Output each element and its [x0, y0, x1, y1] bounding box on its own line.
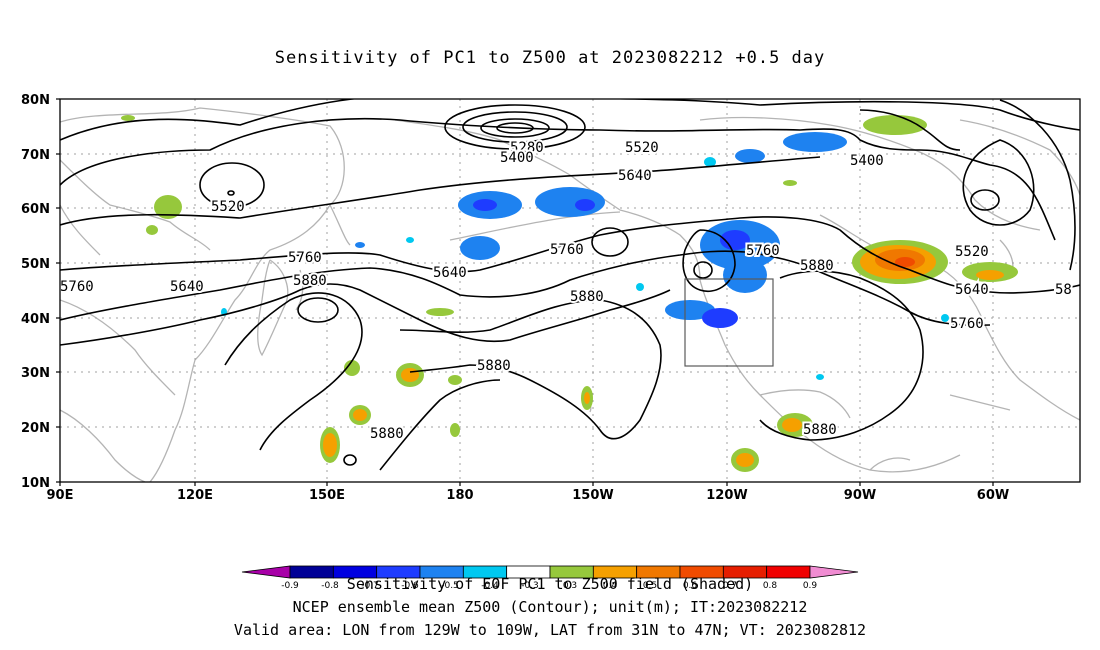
- colorbar-tick-label: -0.4: [481, 581, 499, 591]
- contour-label: 5760: [950, 316, 984, 332]
- contour-label: 5760: [746, 243, 780, 259]
- contour-label: 5760: [288, 250, 322, 266]
- colorbar-tick-label: 0.6: [683, 581, 698, 591]
- contour-label: 5280: [510, 140, 544, 156]
- graticule: [60, 99, 1080, 482]
- axis-ticks: [56, 98, 994, 486]
- lat-label: 50N: [21, 257, 50, 272]
- contour-label: 5640: [170, 279, 204, 295]
- contour-label: 5520: [625, 140, 659, 156]
- map-area: 5280 5400 5520 5400 5520 5640 5760 5880 …: [60, 99, 1080, 482]
- colorbar-tick-label: -0.8: [321, 581, 339, 591]
- footer-line-3: Valid area: LON from 129W to 109W, LAT f…: [233, 621, 867, 639]
- colorbar-tick-label: 0.7: [723, 581, 737, 591]
- lon-label: 180: [446, 488, 473, 503]
- latitude-labels: 80N 70N 60N 50N 40N 30N 20N 10N: [21, 93, 50, 491]
- colorbar-tick-label: -0.5: [441, 581, 459, 591]
- lon-label: 60W: [977, 488, 1009, 503]
- lon-label: 120W: [706, 488, 747, 503]
- lat-label: 80N: [21, 93, 50, 108]
- colorbar-tick-label: -0.3: [521, 581, 539, 591]
- lon-label: 150W: [572, 488, 613, 503]
- lat-label: 70N: [21, 148, 50, 163]
- z500-contours: [60, 99, 1080, 471]
- footer-line-1: Sensitivity of EOF PC1 to Z500 field (Sh…: [346, 575, 754, 593]
- footer-line-2: NCEP ensemble mean Z500 (Contour); unit(…: [292, 598, 808, 616]
- lat-label: 40N: [21, 312, 50, 327]
- lon-label: 120E: [177, 488, 213, 503]
- map-title: Sensitivity of PC1 to Z500 at 2023082212…: [274, 48, 826, 68]
- contour-label: 5880: [293, 273, 327, 289]
- colorbar-tick-label: 0.9: [803, 581, 818, 591]
- contour-label: 5640: [955, 282, 989, 298]
- contour-label: 5760: [60, 279, 94, 295]
- colorbar-right-arrow: [809, 565, 859, 579]
- contour-labels: 5280 5400 5520 5400 5520 5640 5760 5880 …: [60, 138, 1074, 444]
- lat-label: 10N: [21, 476, 50, 491]
- contour-label: 5640: [618, 168, 652, 184]
- colorbar-tick-label: 0.4: [603, 581, 618, 591]
- contour-label: 5400: [850, 153, 884, 169]
- contour-label: 5520: [955, 244, 989, 260]
- contour-label: 5400: [500, 150, 534, 166]
- longitude-labels: 90E 120E 150E 180 150W 120W 90W 60W: [47, 488, 1010, 503]
- valid-area-box: [684, 278, 774, 367]
- colorbar-tick-label: -0.6: [401, 581, 419, 591]
- colorbar-tick-label: 0.5: [643, 581, 657, 591]
- lon-label: 90W: [844, 488, 876, 503]
- colorbar: -0.9 -0.8 -0.7 -0.6 -0.5 -0.4 -0.3 0.3 0.4 0.5 0.6…: [241, 565, 859, 591]
- contour-label: 5880: [803, 422, 837, 438]
- contour-label: 5520: [211, 199, 245, 215]
- lat-label: 20N: [21, 421, 50, 436]
- contour-label: 5760: [550, 242, 584, 258]
- map-frame: [59, 98, 1081, 483]
- lat-label: 30N: [21, 366, 50, 381]
- colorbar-tick-label: -0.7: [361, 581, 379, 591]
- contour-label: 5880: [800, 258, 834, 274]
- contour-label: 58: [1055, 282, 1072, 298]
- lat-label: 60N: [21, 202, 50, 217]
- contour-label: 5880: [570, 289, 604, 305]
- colorbar-tick-label: -0.9: [281, 581, 299, 591]
- shaded-sensitivity: [121, 115, 1018, 472]
- contour-label: 5880: [370, 426, 404, 442]
- contour-label: 5880: [477, 358, 511, 374]
- colorbar-tick-label: 0.3: [563, 581, 577, 591]
- colorbar-tick-label: 0.8: [763, 581, 778, 591]
- lon-label: 150E: [309, 488, 345, 503]
- contour-label: 5640: [433, 265, 467, 281]
- lon-label: 90E: [47, 488, 74, 503]
